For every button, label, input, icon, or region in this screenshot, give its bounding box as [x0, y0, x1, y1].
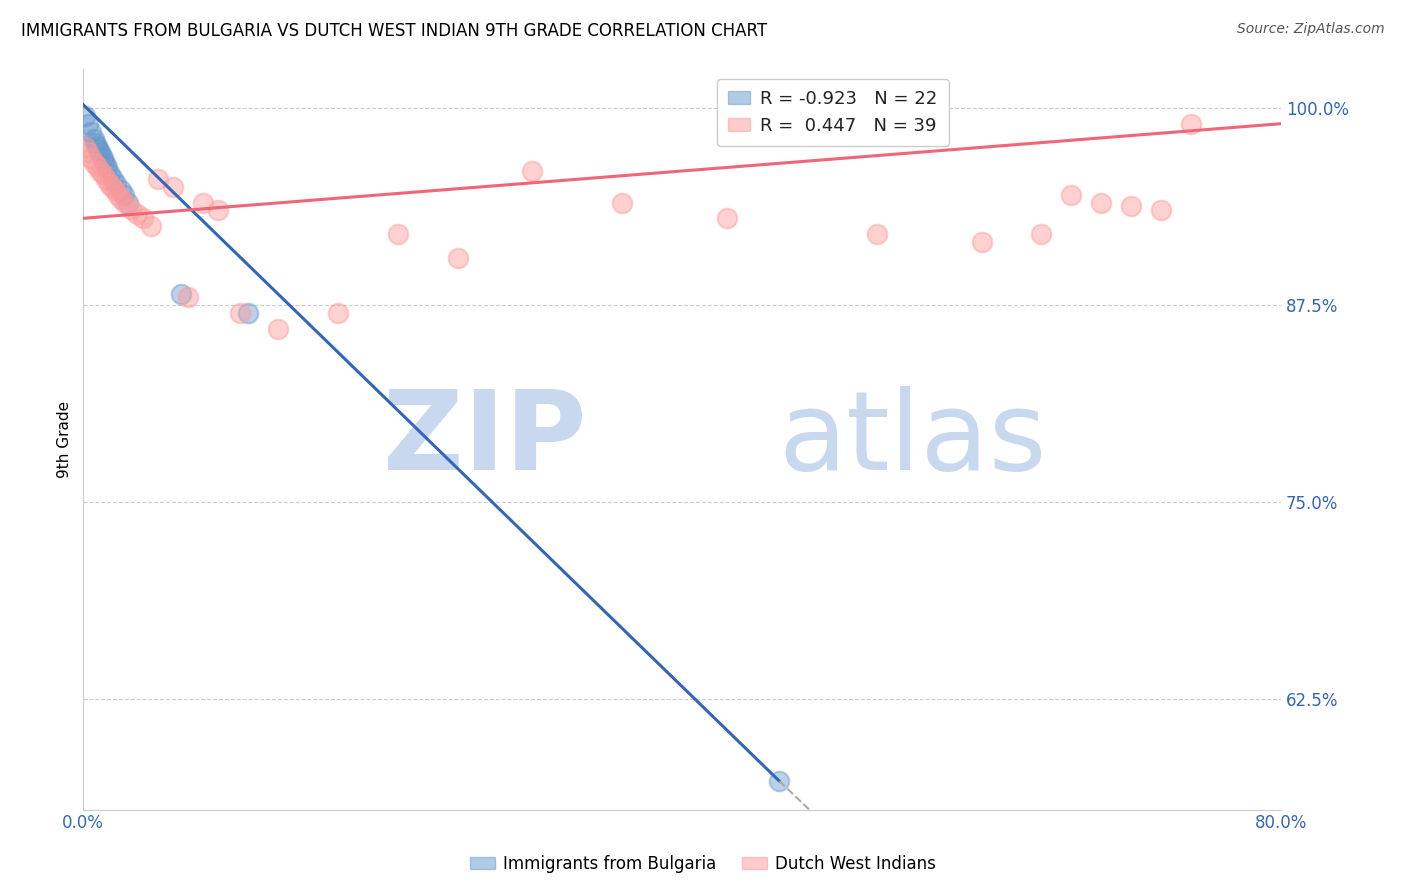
Point — [94, 158, 117, 172]
Point — [93, 154, 115, 169]
Point — [80, 125, 103, 139]
Point — [110, 193, 132, 207]
Point — [1060, 187, 1083, 202]
Point — [100, 179, 122, 194]
Point — [191, 195, 214, 210]
Point — [86, 138, 108, 153]
Point — [76, 145, 98, 159]
Point — [114, 195, 136, 210]
Point — [139, 219, 162, 234]
Point — [103, 172, 125, 186]
Point — [177, 290, 200, 304]
Point — [446, 251, 468, 265]
Point — [73, 109, 96, 123]
Point — [1031, 227, 1053, 241]
Point — [146, 172, 169, 186]
Point — [96, 161, 118, 175]
Point — [87, 142, 110, 156]
Point — [1090, 195, 1112, 210]
Point — [169, 287, 191, 301]
Point — [73, 140, 96, 154]
Point — [83, 156, 105, 170]
Point — [162, 179, 184, 194]
Point — [866, 227, 889, 241]
Text: ZIP: ZIP — [382, 385, 586, 492]
Point — [236, 306, 259, 320]
Text: Source: ZipAtlas.com: Source: ZipAtlas.com — [1237, 22, 1385, 37]
Point — [86, 159, 108, 173]
Point — [522, 164, 544, 178]
Point — [1150, 203, 1173, 218]
Point — [326, 306, 349, 320]
Point — [80, 152, 103, 166]
Point — [207, 203, 229, 218]
Y-axis label: 9th Grade: 9th Grade — [58, 401, 72, 477]
Point — [716, 211, 738, 226]
Point — [612, 195, 634, 210]
Point — [84, 136, 107, 150]
Point — [105, 177, 128, 191]
Point — [89, 145, 111, 159]
Point — [127, 206, 149, 220]
Point — [76, 117, 98, 131]
Text: IMMIGRANTS FROM BULGARIA VS DUTCH WEST INDIAN 9TH GRADE CORRELATION CHART: IMMIGRANTS FROM BULGARIA VS DUTCH WEST I… — [21, 22, 768, 40]
Point — [1180, 117, 1202, 131]
Point — [91, 152, 114, 166]
Legend: R = -0.923   N = 22, R =  0.447   N = 39: R = -0.923 N = 22, R = 0.447 N = 39 — [717, 79, 949, 145]
Point — [229, 306, 252, 320]
Point — [387, 227, 409, 241]
Point — [83, 132, 105, 146]
Point — [90, 148, 112, 162]
Point — [97, 177, 120, 191]
Text: atlas: atlas — [778, 385, 1046, 492]
Point — [132, 211, 155, 226]
Point — [112, 187, 135, 202]
Point — [98, 167, 121, 181]
Legend: Immigrants from Bulgaria, Dutch West Indians: Immigrants from Bulgaria, Dutch West Ind… — [464, 848, 942, 880]
Point — [89, 164, 111, 178]
Point — [94, 172, 117, 186]
Point — [107, 187, 129, 202]
Point — [267, 321, 290, 335]
Point — [110, 183, 132, 197]
Point — [768, 774, 790, 789]
Point — [104, 183, 127, 197]
Point — [970, 235, 993, 249]
Point — [117, 195, 139, 210]
Point — [1121, 199, 1143, 213]
Point — [91, 167, 114, 181]
Point — [120, 202, 142, 216]
